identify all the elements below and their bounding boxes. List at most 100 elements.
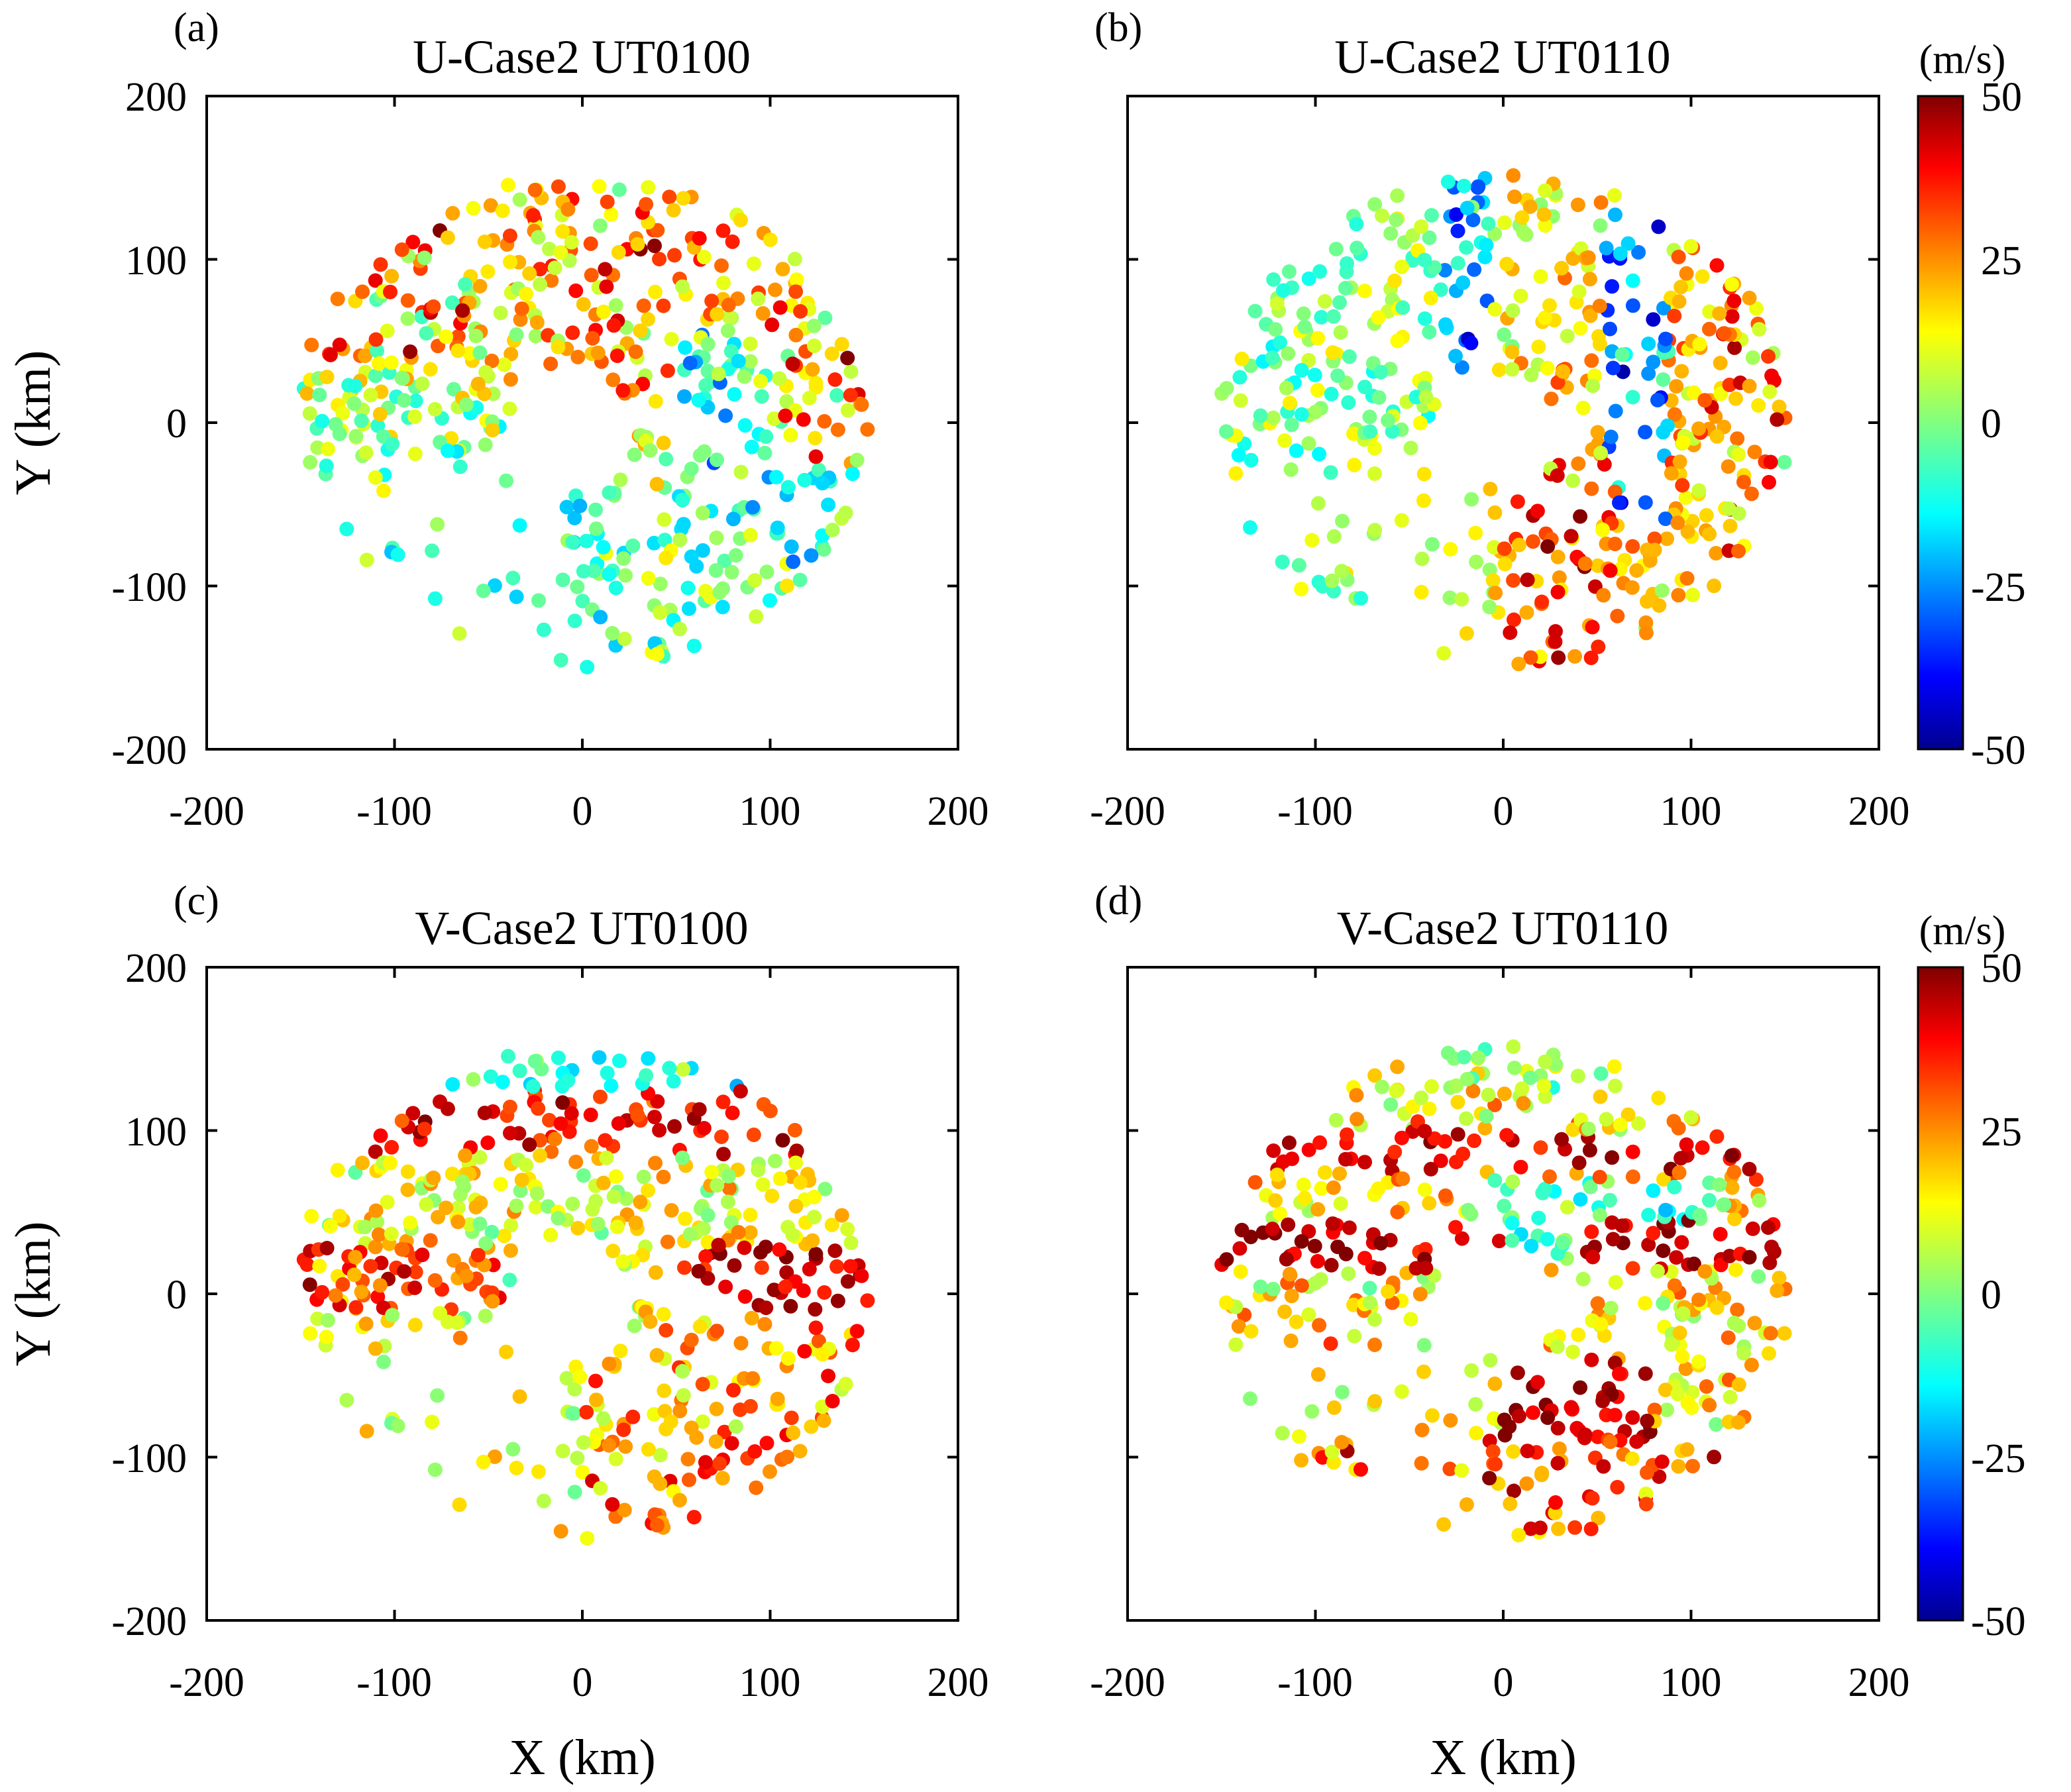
scatter-point (1761, 1220, 1776, 1235)
scatter-point (1595, 522, 1611, 537)
scatter-point (1583, 1179, 1598, 1194)
scatter-point (440, 1101, 455, 1116)
scatter-point (818, 310, 833, 325)
scatter-point (808, 1320, 823, 1336)
scatter-point (1325, 345, 1340, 360)
scatter-point (1596, 1459, 1611, 1474)
scatter-point (840, 403, 855, 418)
scatter-point (843, 364, 859, 379)
scatter-point (543, 356, 558, 372)
scatter-point (555, 572, 570, 588)
scatter-point (1464, 1363, 1479, 1378)
scatter-point (497, 1228, 511, 1243)
scatter-point (743, 354, 758, 369)
scatter-point (649, 1347, 664, 1363)
scatter-point (553, 245, 568, 260)
scatter-point (1375, 208, 1389, 223)
scatter-point (840, 1274, 855, 1289)
scatter-point (1243, 1391, 1257, 1406)
scatter-point (1591, 1510, 1606, 1526)
scatter-point (1514, 210, 1530, 225)
scatter-point (768, 282, 782, 297)
scatter-point (1499, 1128, 1514, 1143)
scatter-point (1544, 392, 1559, 407)
scatter-point (768, 1153, 782, 1169)
scatter-point (628, 1215, 643, 1230)
scatter-point (368, 470, 383, 485)
scatter-point (827, 1243, 843, 1258)
scatter-point (1762, 1345, 1776, 1361)
scatter-point (1231, 448, 1246, 463)
scatter-point (1506, 573, 1521, 588)
scatter-point (1340, 256, 1354, 271)
scatter-point (593, 1089, 608, 1104)
scatter-point (445, 295, 460, 310)
scatter-point (744, 1310, 759, 1326)
scatter-point (1538, 183, 1553, 198)
scatter-point (1707, 578, 1722, 594)
scatter-point (1497, 327, 1512, 343)
scatter-point (1560, 329, 1575, 344)
scatter-point (1234, 351, 1249, 366)
scatter-point (1680, 1395, 1695, 1410)
scatter-point (754, 389, 769, 404)
scatter-point (821, 498, 836, 512)
scatter-point (746, 1128, 761, 1142)
scatter-point (1522, 1071, 1538, 1085)
scatter-point (384, 1226, 399, 1241)
scatter-point (1550, 375, 1566, 390)
scatter-point (536, 622, 551, 637)
scatter-point (1530, 1375, 1545, 1390)
scatter-point (744, 439, 759, 454)
scatter-point (1671, 588, 1686, 603)
scatter-point (553, 653, 568, 668)
scatter-point (641, 312, 656, 327)
scatter-point (1233, 1264, 1248, 1279)
scatter-point (319, 458, 334, 474)
scatter-point (531, 1464, 546, 1479)
scatter-point (783, 427, 798, 443)
panel-d-letter: (d) (1094, 878, 1142, 923)
scatter-point (1354, 591, 1368, 606)
scatter-point (618, 1439, 633, 1454)
scatter-point (817, 1285, 832, 1300)
scatter-point (1390, 333, 1405, 348)
scatter-point (780, 1351, 796, 1366)
panel-c-ytick-200: 200 (125, 946, 187, 991)
scatter-point (1510, 494, 1525, 509)
scatter-point (505, 1442, 521, 1457)
scatter-point (1736, 474, 1751, 490)
scatter-point (796, 412, 811, 427)
scatter-point (370, 418, 386, 433)
scatter-point (704, 1165, 719, 1180)
scatter-point (1583, 651, 1599, 665)
scatter-point (711, 366, 726, 382)
scatter-point (1479, 237, 1494, 252)
scatter-point (368, 273, 383, 288)
scatter-point (1497, 1198, 1512, 1214)
scatter-point (1538, 310, 1552, 325)
scatter-point (359, 553, 374, 568)
scatter-point (390, 547, 405, 562)
scatter-point (770, 1391, 785, 1406)
scatter-point (617, 631, 632, 647)
scatter-point (394, 242, 409, 257)
scatter-point (1564, 1400, 1579, 1415)
scatter-point (487, 1449, 502, 1464)
scatter-point (1456, 178, 1471, 193)
scatter-point (1603, 321, 1617, 337)
scatter-point (1340, 1127, 1354, 1142)
scatter-point (804, 1419, 819, 1434)
panel-a-ytick-100: 100 (125, 238, 187, 284)
scatter-point (452, 626, 467, 641)
scatter-point (1678, 1361, 1693, 1377)
scatter-point (1683, 1110, 1699, 1125)
scatter-point (811, 462, 826, 478)
scatter-point (397, 1264, 411, 1279)
scatter-point (373, 1128, 388, 1143)
scatter-point (495, 1075, 510, 1090)
scatter-point (370, 343, 385, 358)
scatter-point (1422, 325, 1437, 340)
scatter-point (1674, 364, 1689, 379)
